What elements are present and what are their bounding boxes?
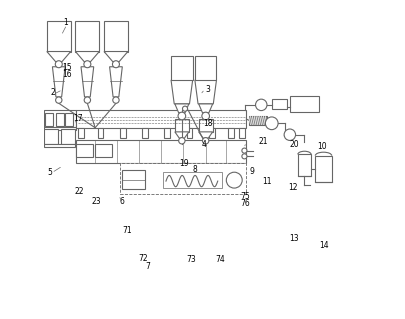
Bar	[122, 170, 145, 189]
Bar	[78, 128, 84, 138]
Bar	[95, 144, 112, 157]
Bar	[163, 172, 222, 188]
Text: 18: 18	[203, 119, 213, 129]
Text: 8: 8	[192, 165, 197, 174]
Text: 12: 12	[288, 183, 298, 192]
Bar	[56, 114, 64, 126]
Bar	[187, 128, 192, 138]
Text: 15: 15	[62, 63, 72, 72]
Bar	[44, 144, 75, 147]
Bar	[199, 119, 213, 132]
Bar	[175, 119, 189, 132]
Bar	[228, 176, 233, 184]
Text: 11: 11	[262, 177, 272, 186]
Bar	[272, 99, 287, 109]
Text: 3: 3	[205, 85, 210, 94]
Text: 19: 19	[180, 159, 189, 168]
Text: 13: 13	[289, 234, 298, 243]
Bar	[65, 114, 73, 126]
Circle shape	[226, 172, 242, 188]
Bar	[44, 129, 58, 144]
Polygon shape	[175, 104, 189, 113]
Circle shape	[84, 61, 91, 68]
Bar	[120, 163, 246, 195]
Circle shape	[84, 97, 91, 103]
Text: 17: 17	[73, 114, 83, 123]
Polygon shape	[104, 51, 128, 62]
Circle shape	[242, 148, 247, 153]
Polygon shape	[171, 80, 193, 104]
Text: 4: 4	[202, 140, 207, 149]
Bar	[142, 128, 148, 138]
Polygon shape	[175, 132, 189, 138]
Text: 16: 16	[62, 70, 72, 79]
Bar	[164, 128, 170, 138]
Text: 73: 73	[187, 255, 196, 264]
Circle shape	[55, 97, 62, 103]
Circle shape	[183, 106, 188, 111]
Polygon shape	[47, 51, 71, 62]
Polygon shape	[195, 80, 217, 104]
Polygon shape	[199, 132, 213, 138]
Bar	[76, 110, 246, 128]
Text: 5: 5	[47, 168, 52, 177]
Circle shape	[284, 129, 296, 140]
Text: 71: 71	[122, 226, 132, 234]
Text: 21: 21	[258, 137, 268, 145]
Circle shape	[113, 61, 119, 68]
Text: 74: 74	[215, 255, 225, 264]
Bar	[98, 128, 103, 138]
Text: 22: 22	[75, 187, 84, 197]
Text: 76: 76	[241, 199, 250, 208]
Bar	[60, 129, 75, 144]
Bar	[298, 154, 311, 176]
Bar	[76, 140, 246, 163]
Text: 10: 10	[318, 142, 327, 151]
Bar	[290, 96, 319, 112]
Bar	[47, 21, 71, 51]
Text: 75: 75	[241, 192, 250, 202]
Text: 1: 1	[63, 19, 68, 27]
Text: 9: 9	[249, 167, 254, 176]
Bar	[104, 21, 128, 51]
Circle shape	[265, 117, 278, 130]
Text: 2: 2	[51, 88, 55, 97]
Text: 72: 72	[139, 254, 148, 263]
Bar	[209, 128, 215, 138]
Bar	[239, 128, 245, 138]
Circle shape	[178, 112, 185, 120]
Circle shape	[113, 97, 119, 103]
Bar	[44, 127, 76, 130]
Bar	[76, 144, 93, 157]
Circle shape	[202, 112, 209, 120]
Bar	[171, 56, 193, 80]
Text: 6: 6	[120, 197, 125, 206]
Polygon shape	[199, 104, 213, 113]
Circle shape	[202, 137, 209, 144]
Polygon shape	[75, 51, 99, 62]
Polygon shape	[110, 67, 122, 97]
Circle shape	[256, 99, 267, 111]
Bar	[75, 21, 99, 51]
Text: 20: 20	[290, 140, 299, 149]
Bar	[315, 156, 332, 182]
Text: 14: 14	[320, 241, 329, 250]
Bar	[228, 128, 234, 138]
Bar	[120, 128, 126, 138]
Polygon shape	[81, 67, 94, 97]
Polygon shape	[52, 67, 65, 97]
Bar	[45, 114, 53, 126]
Circle shape	[179, 137, 185, 144]
Circle shape	[55, 61, 62, 68]
Bar	[195, 56, 217, 80]
Circle shape	[242, 154, 247, 159]
Bar	[44, 110, 76, 128]
Bar	[249, 116, 267, 124]
Text: 7: 7	[145, 262, 150, 271]
Text: 23: 23	[92, 197, 102, 206]
